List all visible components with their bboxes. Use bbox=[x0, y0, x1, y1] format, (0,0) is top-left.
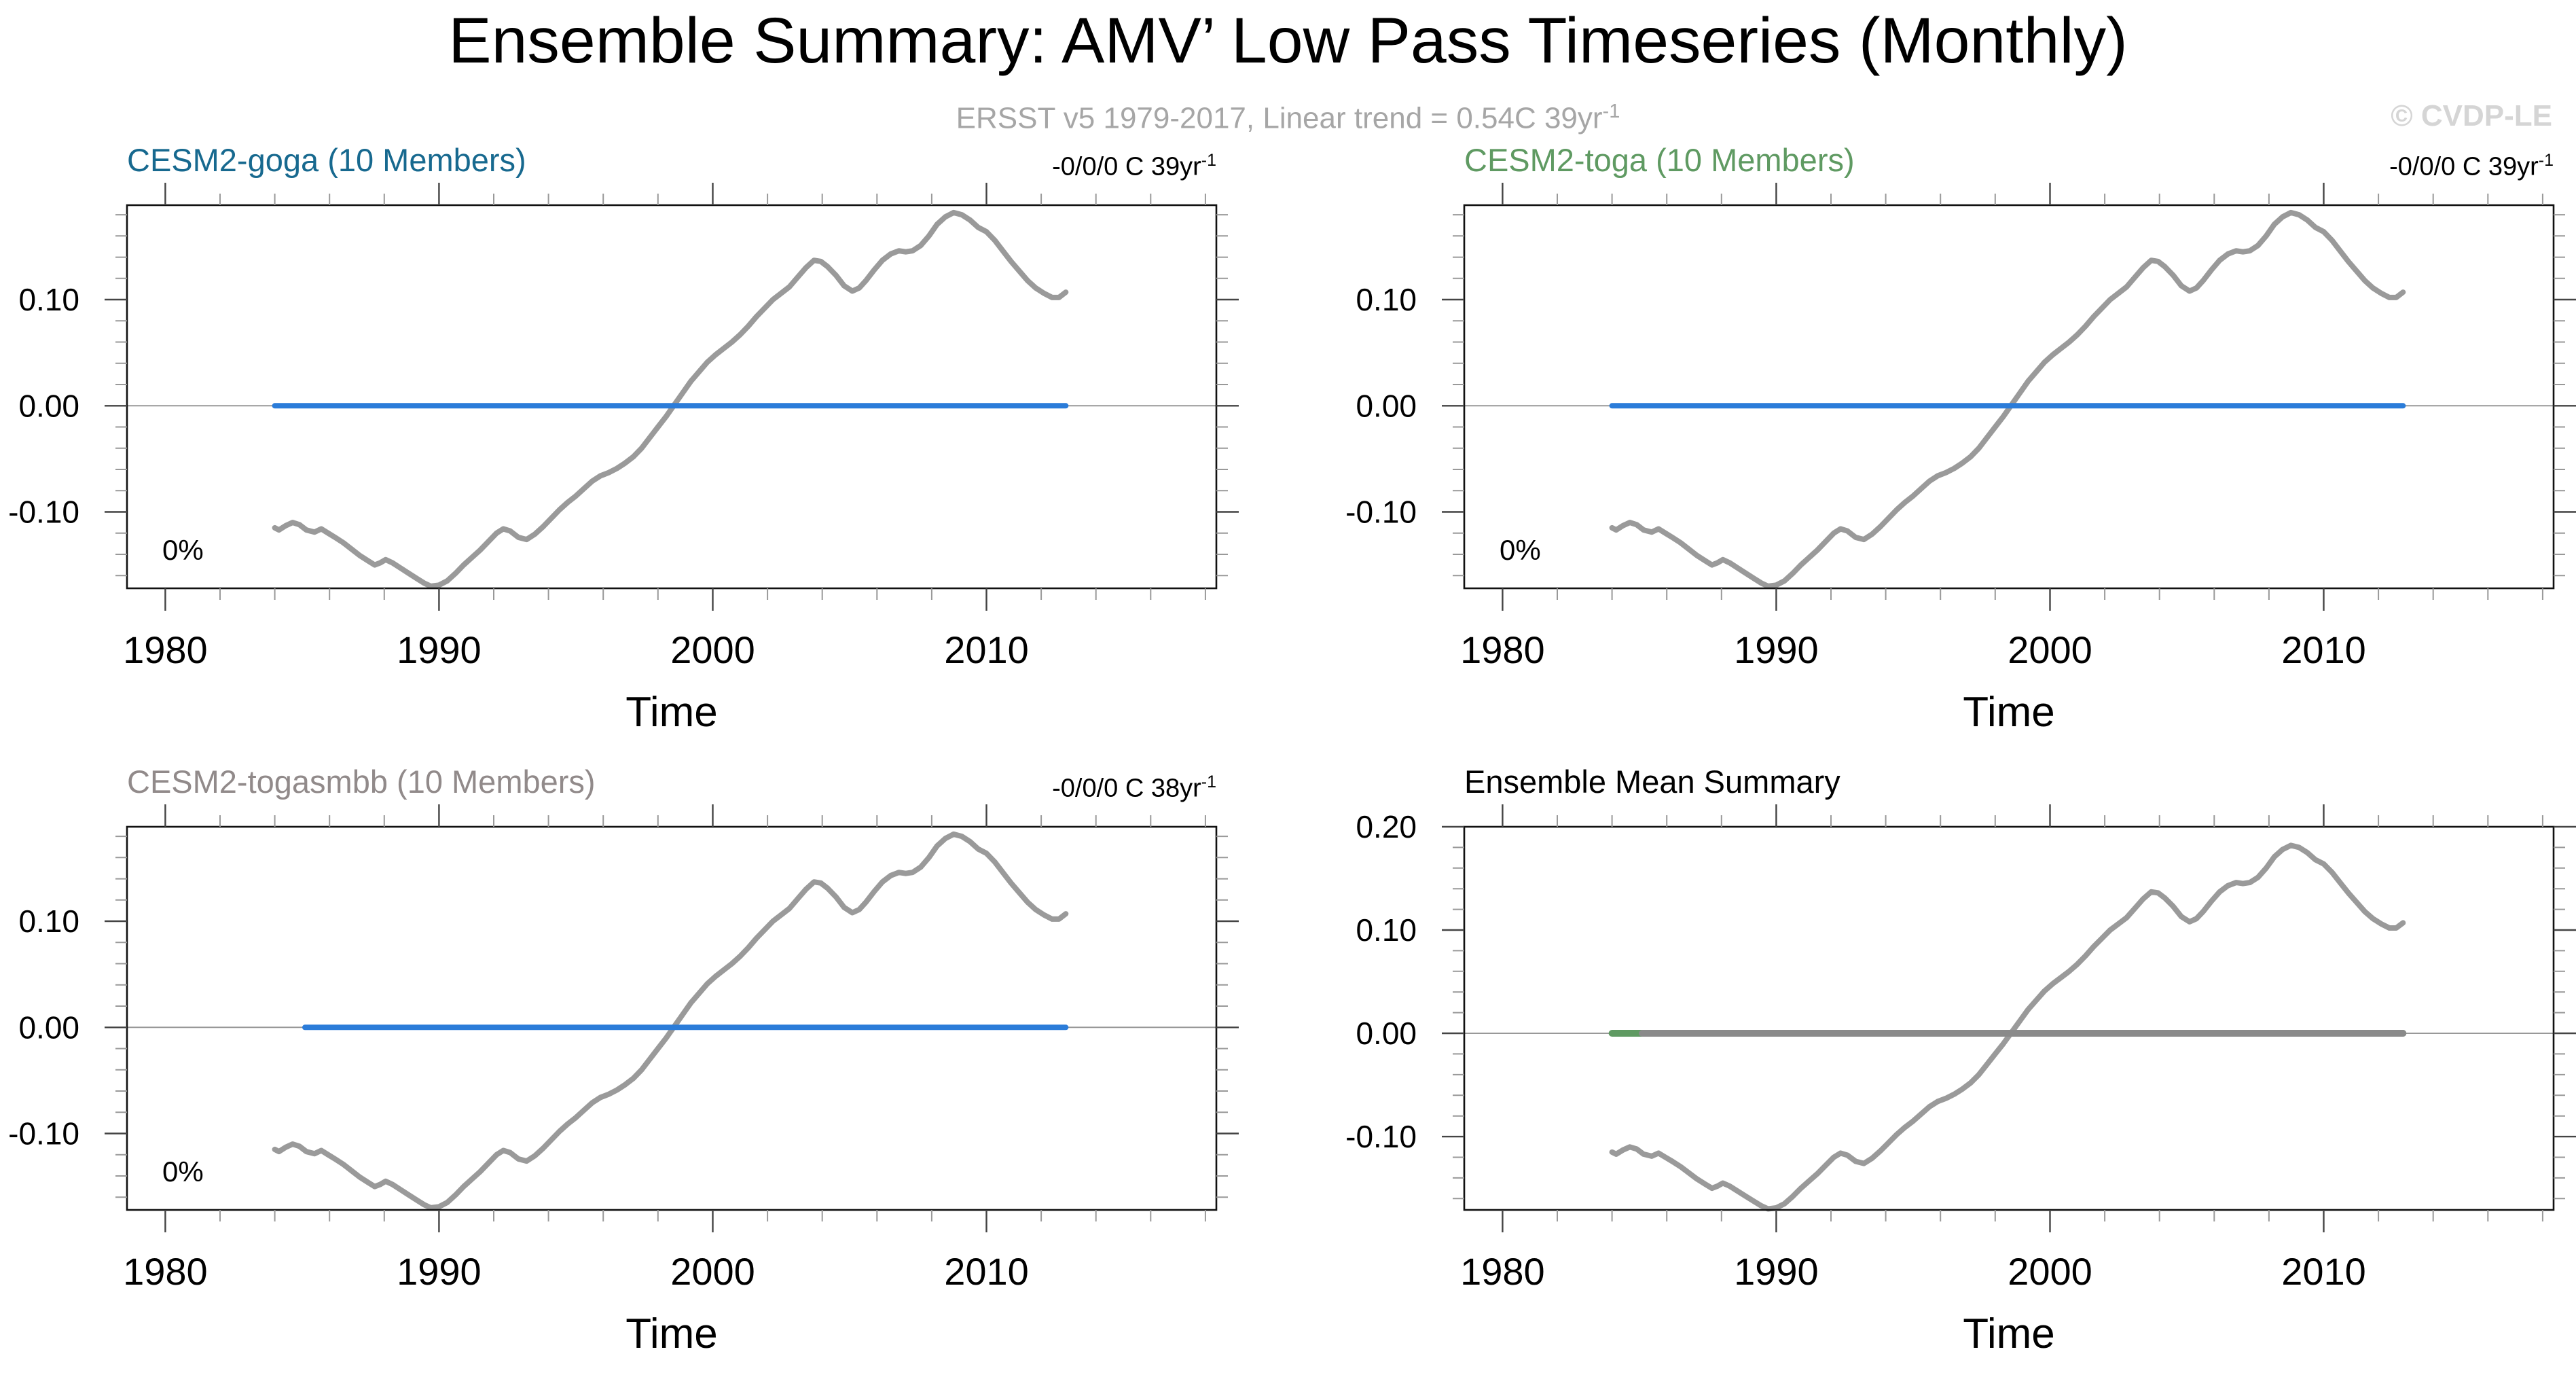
svg-text:2000: 2000 bbox=[2008, 1250, 2092, 1293]
svg-text:1980: 1980 bbox=[123, 628, 208, 671]
zero-percent-label: 0% bbox=[162, 1156, 204, 1188]
svg-text:0.10: 0.10 bbox=[18, 904, 79, 939]
svg-text:-0.10: -0.10 bbox=[1345, 1119, 1417, 1154]
panel-ensemble-mean-summary: Ensemble Mean Summary 1980 1990 2000 2010 -0… bbox=[1290, 744, 2576, 1375]
svg-text:0.20: 0.20 bbox=[1356, 809, 1417, 844]
panel-title: CESM2-togasmbb (10 Members) bbox=[127, 764, 596, 800]
svg-text:1990: 1990 bbox=[1734, 628, 1819, 671]
subtitle-superscript: -1 bbox=[1602, 101, 1620, 122]
cvdp-watermark: © CVDP-LE bbox=[2391, 99, 2552, 132]
trend-label-superscript: -1 bbox=[2538, 151, 2554, 170]
x-axis-title: Time bbox=[1963, 1310, 2055, 1357]
plot-area: 1980 1990 2000 2010 -0.10 0.00 0.10 bbox=[1345, 183, 2576, 671]
panel-cesm2-goga: CESM2-goga (10 Members) -0/0/0 C 39yr-1 … bbox=[0, 122, 1286, 753]
svg-text:2000: 2000 bbox=[2008, 628, 2092, 671]
svg-text:2010: 2010 bbox=[944, 1250, 1029, 1293]
svg-text:0.00: 0.00 bbox=[1356, 388, 1417, 423]
svg-text:2010: 2010 bbox=[944, 628, 1029, 671]
svg-text:0.10: 0.10 bbox=[18, 282, 79, 317]
trend-label-superscript: -1 bbox=[1201, 772, 1216, 791]
plot-area: 1980 1990 2000 2010 -0.10 0.00 0.10 bbox=[8, 804, 1239, 1293]
zero-percent-label: 0% bbox=[162, 534, 204, 566]
svg-text:1980: 1980 bbox=[1460, 1250, 1545, 1293]
panel-cesm2-togasmbb: CESM2-togasmbb (10 Members) -0/0/0 C 38y… bbox=[0, 744, 1286, 1375]
subtitle-text: ERSST v5 1979-2017, Linear trend = 0.54C… bbox=[956, 101, 1603, 135]
svg-text:1980: 1980 bbox=[123, 1250, 208, 1293]
svg-text:0.00: 0.00 bbox=[18, 388, 79, 423]
x-axis-title: Time bbox=[625, 1310, 718, 1357]
svg-text:1990: 1990 bbox=[1734, 1250, 1819, 1293]
svg-text:0.00: 0.00 bbox=[18, 1010, 79, 1045]
svg-text:0.00: 0.00 bbox=[1356, 1016, 1417, 1051]
svg-text:1990: 1990 bbox=[397, 1250, 482, 1293]
panel-title: CESM2-toga (10 Members) bbox=[1464, 142, 1855, 178]
trend-label: -0/0/0 C 39yr-1 bbox=[2389, 151, 2554, 182]
trend-label-text: -0/0/0 C 39yr bbox=[1052, 152, 1201, 181]
panel-title: Ensemble Mean Summary bbox=[1464, 764, 1840, 800]
svg-text:2010: 2010 bbox=[2281, 1250, 2366, 1293]
svg-text:2000: 2000 bbox=[670, 628, 755, 671]
svg-text:1980: 1980 bbox=[1460, 628, 1545, 671]
panel-cesm2-toga: CESM2-toga (10 Members) -0/0/0 C 39yr-1 … bbox=[1290, 122, 2576, 753]
svg-text:-0.10: -0.10 bbox=[8, 495, 79, 530]
svg-text:-0.10: -0.10 bbox=[1345, 495, 1417, 530]
svg-text:-0.10: -0.10 bbox=[8, 1116, 79, 1151]
x-axis-title: Time bbox=[1963, 689, 2055, 736]
svg-text:0.10: 0.10 bbox=[1356, 912, 1417, 948]
figure-subtitle: ERSST v5 1979-2017, Linear trend = 0.54C… bbox=[0, 101, 2576, 136]
figure-title: Ensemble Summary: AMV’ Low Pass Timeseri… bbox=[448, 5, 2128, 77]
svg-text:2000: 2000 bbox=[670, 1250, 755, 1293]
trend-label: -0/0/0 C 39yr-1 bbox=[1052, 151, 1216, 182]
x-axis-title: Time bbox=[625, 689, 718, 736]
trend-label-superscript: -1 bbox=[1201, 151, 1216, 170]
svg-text:0.10: 0.10 bbox=[1356, 282, 1417, 317]
trend-label-text: -0/0/0 C 38yr bbox=[1052, 774, 1201, 803]
svg-text:2010: 2010 bbox=[2281, 628, 2366, 671]
plot-area: 1980 1990 2000 2010 -0.10 0.00 0.10 0.20 bbox=[1345, 804, 2576, 1293]
trend-label: -0/0/0 C 38yr-1 bbox=[1052, 772, 1216, 804]
trend-label-text: -0/0/0 C 39yr bbox=[2389, 152, 2539, 181]
svg-text:1990: 1990 bbox=[397, 628, 482, 671]
panel-title: CESM2-goga (10 Members) bbox=[127, 142, 526, 178]
plot-area: 1980 1990 2000 2010 -0.10 0.00 0.10 bbox=[8, 183, 1239, 671]
zero-percent-label: 0% bbox=[1500, 534, 1541, 566]
